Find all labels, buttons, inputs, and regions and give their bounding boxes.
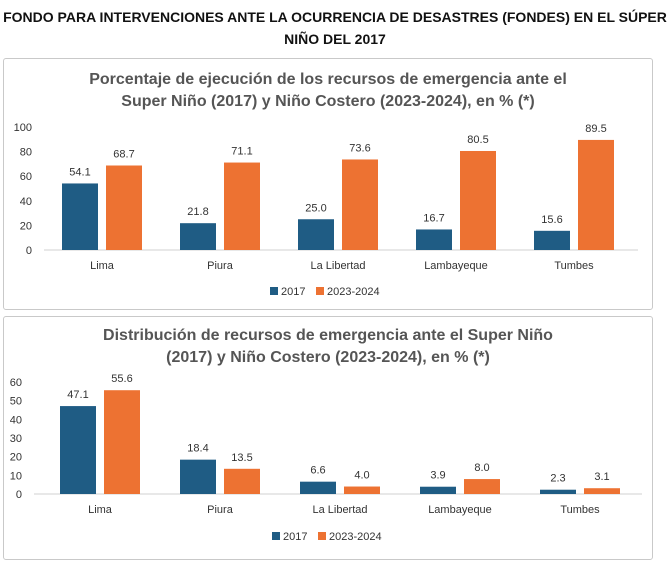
data-label: 2.3 bbox=[550, 473, 565, 485]
x-category-label: La Libertad bbox=[312, 504, 367, 516]
chart-panel-execution: Porcentaje de ejecución de los recursos … bbox=[3, 58, 653, 310]
data-label: 89.5 bbox=[585, 123, 606, 135]
bar-2023-2024 bbox=[224, 162, 260, 250]
data-label: 73.6 bbox=[349, 142, 370, 154]
report-title: FONDO PARA INTERVENCIONES ANTE LA OCURRE… bbox=[0, 6, 670, 50]
bar-2023-2024 bbox=[464, 479, 500, 494]
x-category-label: Lima bbox=[88, 504, 113, 516]
y-tick-label: 100 bbox=[14, 122, 32, 134]
data-label: 16.7 bbox=[423, 212, 444, 224]
x-category-label: Lambayeque bbox=[428, 504, 492, 516]
data-label: 15.6 bbox=[541, 214, 562, 226]
x-category-label: Lambayeque bbox=[424, 260, 488, 272]
y-tick-label: 0 bbox=[16, 489, 22, 501]
legend-label-2023-2024: 2023-2024 bbox=[327, 286, 380, 298]
legend-swatch-2017 bbox=[270, 287, 278, 295]
bar-2017 bbox=[62, 183, 98, 250]
data-label: 13.5 bbox=[231, 452, 252, 464]
y-tick-label: 40 bbox=[10, 414, 22, 426]
x-category-label: Lima bbox=[90, 260, 115, 272]
data-label: 55.6 bbox=[111, 373, 132, 385]
bar-2023-2024 bbox=[224, 468, 260, 494]
bar-2023-2024 bbox=[104, 390, 140, 494]
legend-swatch-2023-2024 bbox=[318, 532, 326, 540]
chart-title-line-1: Distribución de recursos de emergencia a… bbox=[103, 327, 553, 344]
x-category-label: La Libertad bbox=[310, 260, 365, 272]
data-label: 25.0 bbox=[305, 202, 326, 214]
report-title-line-1: FONDO PARA INTERVENCIONES ANTE LA OCURRE… bbox=[3, 9, 667, 25]
bar-2023-2024 bbox=[106, 165, 142, 250]
x-category-label: Tumbes bbox=[560, 504, 600, 516]
data-label: 4.0 bbox=[354, 470, 369, 482]
y-tick-label: 50 bbox=[10, 396, 22, 408]
bar-2017 bbox=[420, 486, 456, 494]
legend: 2017 2023-2024 bbox=[272, 531, 382, 543]
y-tick-label: 60 bbox=[20, 171, 32, 183]
legend-swatch-2017 bbox=[272, 532, 280, 540]
x-category-label: Tumbes bbox=[554, 260, 594, 272]
x-category-label: Piura bbox=[207, 260, 234, 272]
bar-2017 bbox=[416, 229, 452, 250]
y-tick-label: 0 bbox=[26, 245, 32, 257]
y-tick-label: 60 bbox=[10, 377, 22, 389]
y-tick-label: 20 bbox=[20, 220, 32, 232]
report-title-line-2: NIÑO DEL 2017 bbox=[284, 31, 386, 47]
bar-2017 bbox=[180, 223, 216, 250]
y-tick-label: 40 bbox=[20, 196, 32, 208]
chart-title-execution: Porcentaje de ejecución de los recursos … bbox=[4, 69, 652, 113]
chart-title-line-1: Porcentaje de ejecución de los recursos … bbox=[89, 71, 567, 88]
bar-2017 bbox=[534, 230, 570, 250]
data-label: 3.9 bbox=[430, 470, 445, 482]
bar-2023-2024 bbox=[584, 488, 620, 494]
data-label: 3.1 bbox=[594, 471, 609, 483]
distribution-bar-chart: 0 10 20 30 40 50 60 47.1 55.6 Lima 18.4 13.5 Piura 6.… bbox=[10, 373, 642, 543]
chart-panel-distribution: Distribución de recursos de emergencia a… bbox=[3, 316, 653, 560]
y-tick-label: 80 bbox=[20, 147, 32, 159]
bar-2023-2024 bbox=[578, 139, 614, 250]
chart-title-distribution: Distribución de recursos de emergencia a… bbox=[4, 325, 652, 369]
data-label: 18.4 bbox=[187, 443, 208, 455]
data-label: 54.1 bbox=[69, 166, 90, 178]
legend-swatch-2023-2024 bbox=[316, 287, 324, 295]
execution-bar-chart: 0 20 40 60 80 100 54.1 68.7 Lima 21.8 71.1 Piura 25.… bbox=[14, 122, 638, 298]
data-label: 80.5 bbox=[467, 134, 488, 146]
legend-label-2023-2024: 2023-2024 bbox=[329, 531, 382, 543]
bar-2023-2024 bbox=[342, 159, 378, 250]
data-label: 47.1 bbox=[67, 389, 88, 401]
bar-2017 bbox=[298, 219, 334, 250]
data-label: 68.7 bbox=[113, 148, 134, 160]
bar-2017 bbox=[180, 459, 216, 494]
data-label: 71.1 bbox=[231, 146, 252, 158]
legend-label-2017: 2017 bbox=[283, 531, 307, 543]
legend: 2017 2023-2024 bbox=[270, 286, 380, 298]
chart-title-line-2: (2017) y Niño Costero (2023-2024), en % … bbox=[166, 349, 490, 366]
data-label: 8.0 bbox=[474, 462, 489, 474]
bar-2023-2024 bbox=[460, 150, 496, 250]
bar-2017 bbox=[300, 481, 336, 494]
bar-2017 bbox=[60, 406, 96, 494]
chart-title-line-2: Super Niño (2017) y Niño Costero (2023-2… bbox=[121, 93, 535, 110]
legend-label-2017: 2017 bbox=[281, 286, 305, 298]
bar-2023-2024 bbox=[344, 486, 380, 494]
y-tick-label: 10 bbox=[10, 470, 22, 482]
y-tick-label: 30 bbox=[10, 433, 22, 445]
data-label: 6.6 bbox=[310, 465, 325, 477]
data-label: 21.8 bbox=[187, 206, 208, 218]
x-category-label: Piura bbox=[207, 504, 234, 516]
bar-2017 bbox=[540, 489, 576, 494]
y-tick-label: 20 bbox=[10, 452, 22, 464]
